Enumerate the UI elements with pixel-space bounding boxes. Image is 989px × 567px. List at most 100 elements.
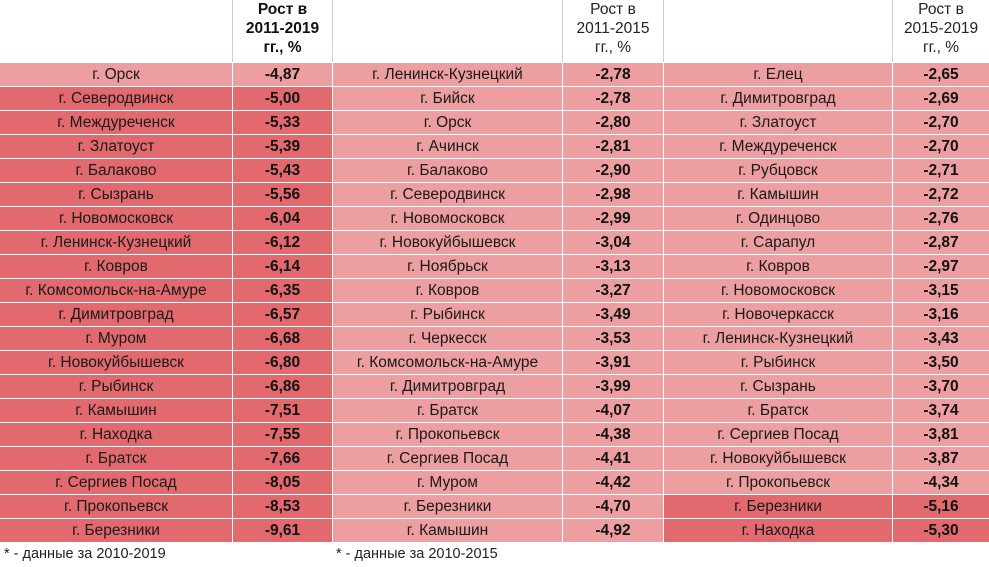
city-cell: г. Комсомольск-на-Амуре bbox=[333, 351, 562, 374]
value-cell: -4,87 bbox=[233, 63, 332, 86]
city-cell: г. Елец bbox=[664, 63, 892, 86]
city-cell: г. Березники bbox=[0, 519, 232, 542]
city-cell: г. Новомосковск bbox=[0, 207, 232, 230]
value-cell: -3,50 bbox=[893, 351, 989, 374]
value-cell: -5,39 bbox=[233, 135, 332, 158]
city-cell: г. Новочеркасск bbox=[664, 303, 892, 326]
city-cell: г. Сызрань bbox=[0, 183, 232, 206]
city-cell: г. Ковров bbox=[664, 255, 892, 278]
city-cell: г. Димитровград bbox=[0, 303, 232, 326]
city-cell: г. Ковров bbox=[0, 255, 232, 278]
city-cell: г. Березники bbox=[333, 495, 562, 518]
city-cell: г. Ачинск bbox=[333, 135, 562, 158]
header-divider bbox=[663, 0, 664, 62]
city-cell: г. Рыбинск bbox=[333, 303, 562, 326]
city-cell: г. Северодвинск bbox=[0, 87, 232, 110]
city-cell: г. Черкесск bbox=[333, 327, 562, 350]
header-line: гг., % bbox=[922, 39, 960, 56]
city-cell: г. Междуреченск bbox=[664, 135, 892, 158]
city-cell: г. Ковров bbox=[333, 279, 562, 302]
header-divider bbox=[232, 0, 233, 62]
value-cell: -5,56 bbox=[233, 183, 332, 206]
city-cell: г. Муром bbox=[0, 327, 232, 350]
city-cell: г. Рубцовск bbox=[664, 159, 892, 182]
city-cell: г. Сарапул bbox=[664, 231, 892, 254]
city-cell: г. Димитровград bbox=[333, 375, 562, 398]
city-cell: г. Находка bbox=[0, 423, 232, 446]
city-cell: г. Прокопьевск bbox=[0, 495, 232, 518]
city-cell: г. Димитровград bbox=[664, 87, 892, 110]
value-cell: -5,16 bbox=[893, 495, 989, 518]
header-divider bbox=[562, 0, 563, 62]
city-cell: г. Комсомольск-на-Амуре bbox=[0, 279, 232, 302]
city-cell: г. Муром bbox=[333, 471, 562, 494]
city-cell: г. Прокопьевск bbox=[664, 471, 892, 494]
value-cell: -4,07 bbox=[563, 399, 663, 422]
value-cell: -6,68 bbox=[233, 327, 332, 350]
value-cell: -3,13 bbox=[563, 255, 663, 278]
footnote-2010-2019: * - данные за 2010-2019 bbox=[4, 546, 166, 562]
value-cell: -6,14 bbox=[233, 255, 332, 278]
city-cell: г. Братск bbox=[0, 447, 232, 470]
city-cell: г. Междуреченск bbox=[0, 111, 232, 134]
value-cell: -2,65 bbox=[893, 63, 989, 86]
city-cell: г. Камышин bbox=[0, 399, 232, 422]
value-cell: -7,66 bbox=[233, 447, 332, 470]
header-line: 2011-2015 bbox=[576, 20, 650, 37]
header-line: гг., % bbox=[263, 39, 302, 56]
value-cell: -6,80 bbox=[233, 351, 332, 374]
header-line: Рост в bbox=[257, 1, 308, 18]
value-cell: -8,53 bbox=[233, 495, 332, 518]
value-cell: -3,53 bbox=[563, 327, 663, 350]
city-cell: г. Сергиев Посад bbox=[664, 423, 892, 446]
city-cell: г. Ленинск-Кузнецкий bbox=[333, 63, 562, 86]
city-cell: г. Сергиев Посад bbox=[0, 471, 232, 494]
value-cell: -2,90 bbox=[563, 159, 663, 182]
value-cell: -6,04 bbox=[233, 207, 332, 230]
city-cell: г. Сызрань bbox=[664, 375, 892, 398]
value-cell: -3,43 bbox=[893, 327, 989, 350]
value-cell: -3,99 bbox=[563, 375, 663, 398]
city-cell: г. Златоуст bbox=[0, 135, 232, 158]
value-cell: -4,38 bbox=[563, 423, 663, 446]
city-cell: г. Новомосковск bbox=[333, 207, 562, 230]
value-cell: -3,70 bbox=[893, 375, 989, 398]
value-cell: -3,74 bbox=[893, 399, 989, 422]
city-cell: г. Сергиев Посад bbox=[333, 447, 562, 470]
city-cell: г. Новокуйбышевск bbox=[0, 351, 232, 374]
value-cell: -7,55 bbox=[233, 423, 332, 446]
value-cell: -2,81 bbox=[563, 135, 663, 158]
value-cell: -2,70 bbox=[893, 135, 989, 158]
city-cell: г. Камышин bbox=[333, 519, 562, 542]
value-cell: -5,00 bbox=[233, 87, 332, 110]
value-cell: -6,57 bbox=[233, 303, 332, 326]
value-cell: -2,71 bbox=[893, 159, 989, 182]
value-cell: -2,78 bbox=[563, 63, 663, 86]
value-cell: -3,91 bbox=[563, 351, 663, 374]
city-cell: г. Златоуст bbox=[664, 111, 892, 134]
value-cell: -2,97 bbox=[893, 255, 989, 278]
city-cell: г. Братск bbox=[333, 399, 562, 422]
city-cell: г. Березники bbox=[664, 495, 892, 518]
city-cell: г. Братск bbox=[664, 399, 892, 422]
city-cell: г. Ноябрьск bbox=[333, 255, 562, 278]
header-growth-2011-2015: Рост в 2011-2015 гг., % bbox=[563, 0, 663, 62]
header-line: 2015-2019 bbox=[903, 20, 979, 37]
value-cell: -5,33 bbox=[233, 111, 332, 134]
value-cell: -5,43 bbox=[233, 159, 332, 182]
value-cell: -2,70 bbox=[893, 111, 989, 134]
city-cell: г. Северодвинск bbox=[333, 183, 562, 206]
city-cell: г. Ленинск-Кузнецкий bbox=[0, 231, 232, 254]
value-cell: -2,76 bbox=[893, 207, 989, 230]
value-cell: -6,35 bbox=[233, 279, 332, 302]
city-cell: г. Новомосковск bbox=[664, 279, 892, 302]
header-divider bbox=[892, 0, 893, 62]
value-cell: -6,12 bbox=[233, 231, 332, 254]
value-cell: -2,69 bbox=[893, 87, 989, 110]
value-cell: -4,42 bbox=[563, 471, 663, 494]
city-cell: г. Орск bbox=[333, 111, 562, 134]
header-growth-2015-2019: Рост в 2015-2019 гг., % bbox=[893, 0, 989, 62]
header-growth-2011-2019: Рост в 2011-2019 гг., % bbox=[233, 0, 332, 62]
value-cell: -3,81 bbox=[893, 423, 989, 446]
value-cell: -2,99 bbox=[563, 207, 663, 230]
